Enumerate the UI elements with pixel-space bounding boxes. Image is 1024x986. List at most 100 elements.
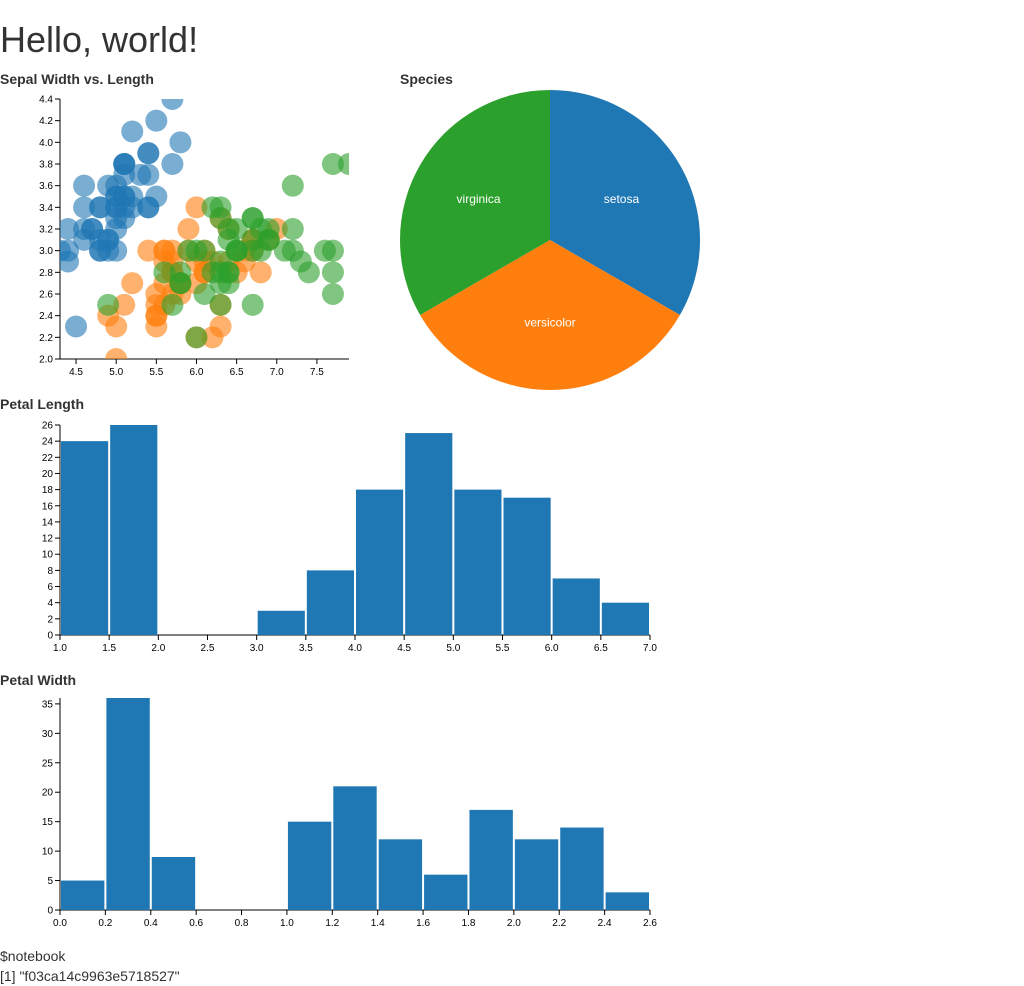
bar bbox=[605, 892, 649, 910]
bar bbox=[469, 809, 513, 910]
y-tick-label: 26 bbox=[42, 421, 54, 432]
point bbox=[321, 239, 344, 262]
y-tick-label: 2.6 bbox=[39, 290, 53, 301]
y-tick-label: 12 bbox=[42, 534, 54, 545]
point bbox=[338, 153, 349, 175]
y-tick-label: 3.4 bbox=[39, 203, 53, 214]
x-tick-label: 5.5 bbox=[149, 367, 163, 378]
x-tick-label: 2.5 bbox=[201, 643, 215, 654]
point bbox=[73, 196, 96, 219]
y-tick-label: 2.2 bbox=[39, 333, 53, 344]
x-tick-label: 0.8 bbox=[235, 918, 249, 929]
point bbox=[105, 185, 128, 208]
point bbox=[60, 239, 80, 262]
x-tick-label: 1.2 bbox=[325, 918, 339, 929]
y-tick-label: 3.0 bbox=[39, 246, 53, 257]
chart-title: Petal Width bbox=[0, 672, 76, 688]
bar bbox=[333, 786, 377, 910]
x-tick-label: 1.0 bbox=[53, 643, 67, 654]
bar bbox=[356, 489, 404, 635]
point bbox=[209, 293, 232, 316]
point bbox=[129, 163, 152, 186]
point bbox=[161, 153, 184, 175]
point bbox=[225, 239, 248, 262]
point bbox=[121, 272, 144, 295]
point bbox=[73, 218, 96, 240]
point bbox=[297, 261, 320, 284]
point bbox=[185, 196, 208, 219]
y-tick-label: 10 bbox=[42, 550, 54, 561]
y-tick-label: 22 bbox=[42, 453, 54, 464]
y-tick-label: 0 bbox=[47, 906, 53, 917]
point bbox=[209, 261, 232, 284]
x-tick-label: 0.2 bbox=[98, 918, 112, 929]
y-tick-label: 20 bbox=[42, 469, 54, 480]
y-tick-label: 10 bbox=[42, 847, 54, 858]
bar bbox=[454, 489, 502, 635]
chart-title: Petal Length bbox=[0, 396, 84, 412]
bar bbox=[601, 602, 649, 635]
x-tick-label: 5.0 bbox=[109, 367, 123, 378]
y-tick-label: 16 bbox=[42, 501, 54, 512]
bar bbox=[514, 839, 559, 910]
point bbox=[105, 315, 128, 338]
point bbox=[161, 99, 184, 110]
point bbox=[113, 293, 136, 316]
x-tick-label: 2.4 bbox=[598, 918, 612, 929]
pie-label: virginica bbox=[457, 192, 501, 206]
x-tick-label: 2.0 bbox=[151, 643, 165, 654]
point bbox=[60, 218, 80, 240]
bar bbox=[306, 570, 354, 635]
point bbox=[97, 293, 120, 316]
point bbox=[89, 239, 112, 262]
point bbox=[105, 207, 128, 230]
x-tick-label: 2.6 bbox=[643, 918, 657, 929]
point bbox=[281, 239, 304, 262]
y-tick-label: 2.4 bbox=[39, 311, 53, 322]
y-tick-label: 15 bbox=[42, 817, 54, 828]
y-tick-label: 8 bbox=[47, 566, 53, 577]
bar bbox=[110, 425, 158, 635]
point bbox=[321, 261, 344, 284]
y-tick-label: 0 bbox=[47, 631, 53, 642]
point bbox=[193, 283, 216, 305]
output-line: [1] "f03ca14c9963e5718527" bbox=[0, 968, 180, 984]
pie-label: setosa bbox=[604, 192, 640, 206]
y-tick-label: 20 bbox=[42, 788, 54, 799]
x-tick-label: 7.0 bbox=[643, 643, 657, 654]
x-tick-label: 1.5 bbox=[102, 643, 116, 654]
bar bbox=[151, 857, 196, 910]
x-tick-label: 1.6 bbox=[416, 918, 430, 929]
bar bbox=[424, 874, 468, 910]
y-tick-label: 4.4 bbox=[39, 95, 53, 106]
chart-title: Species bbox=[400, 71, 453, 87]
point bbox=[145, 185, 168, 208]
point bbox=[65, 315, 88, 338]
bar bbox=[560, 827, 604, 910]
point bbox=[201, 196, 224, 219]
x-tick-label: 1.0 bbox=[280, 918, 294, 929]
bar bbox=[287, 821, 332, 910]
y-tick-label: 2.8 bbox=[39, 268, 53, 279]
pie-slice bbox=[400, 90, 550, 315]
y-tick-label: 30 bbox=[42, 729, 54, 740]
y-tick-label: 5 bbox=[47, 876, 53, 887]
x-tick-label: 2.0 bbox=[507, 918, 521, 929]
heading: Hello, world! bbox=[0, 19, 198, 60]
point bbox=[137, 239, 160, 262]
x-tick-label: 1.8 bbox=[462, 918, 476, 929]
pie-slice bbox=[550, 90, 700, 315]
x-tick-label: 0.0 bbox=[53, 918, 67, 929]
x-tick-label: 0.4 bbox=[144, 918, 158, 929]
bar bbox=[552, 578, 600, 635]
y-tick-label: 3.2 bbox=[39, 225, 53, 236]
point bbox=[185, 326, 208, 349]
x-tick-label: 7.5 bbox=[310, 367, 324, 378]
bar bbox=[106, 698, 150, 910]
y-tick-label: 3.8 bbox=[39, 160, 53, 171]
x-tick-label: 2.2 bbox=[552, 918, 566, 929]
x-tick-label: 4.0 bbox=[348, 643, 362, 654]
x-tick-label: 3.5 bbox=[299, 643, 313, 654]
y-tick-label: 25 bbox=[42, 758, 54, 769]
point bbox=[177, 218, 200, 240]
